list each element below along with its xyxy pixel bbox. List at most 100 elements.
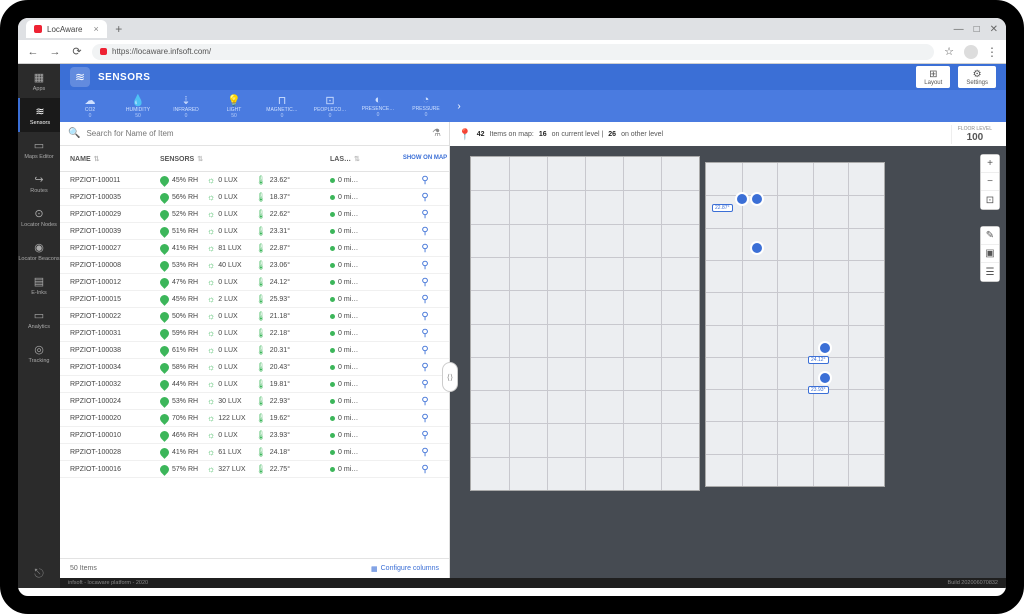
category-pressure[interactable]: ◔PRESSURE0 (402, 92, 450, 120)
status-dot-icon (330, 382, 335, 387)
filter-icon[interactable]: ⚗ (432, 128, 441, 139)
search-input[interactable] (86, 129, 426, 138)
floor-selector[interactable]: FLOOR LEVEL 100 (951, 125, 998, 144)
category-peopleco…[interactable]: ⊡PEOPLECO…0 (306, 92, 354, 120)
category-infrared[interactable]: ⇣INFRARED0 (162, 92, 210, 120)
show-on-map-icon[interactable]: ⚲ (421, 260, 428, 271)
rail-icon: ▦ (32, 71, 46, 85)
rail-item-e-inks[interactable]: ▤E-Inks (18, 268, 60, 302)
rail-item-tracking[interactable]: ◎Tracking (18, 336, 60, 370)
category-magnetic…[interactable]: ⊓MAGNETIC…0 (258, 92, 306, 120)
table-row[interactable]: RPZIOT-10002952% RH☼0 LUX🌡22.62°0 mi…⚲ (60, 206, 449, 223)
table-row[interactable]: RPZIOT-10003861% RH☼0 LUX🌡20.31°0 mi…⚲ (60, 342, 449, 359)
table-row[interactable]: RPZIOT-10002070% RH☼122 LUX🌡19.62°0 mi…⚲ (60, 410, 449, 427)
category-presence…[interactable]: ◐PRESENCE…0 (354, 92, 402, 120)
rail-item-locator-nodes[interactable]: ⊙Locator Nodes (18, 200, 60, 234)
table-body[interactable]: RPZIOT-10001145% RH☼0 LUX🌡23.62°0 mi…⚲RP… (60, 172, 449, 558)
show-on-map-icon[interactable]: ⚲ (421, 430, 428, 441)
show-on-map-icon[interactable]: ⚲ (421, 345, 428, 356)
show-on-map-icon[interactable]: ⚲ (421, 379, 428, 390)
forward-button[interactable]: → (48, 45, 62, 59)
close-window-button[interactable]: ✕ (990, 24, 998, 35)
minimize-button[interactable]: — (954, 24, 964, 35)
table-row[interactable]: RPZIOT-10001247% RH☼0 LUX🌡24.12°0 mi…⚲ (60, 274, 449, 291)
split-divider-handle[interactable]: ⟨⟩ (442, 362, 458, 392)
rail-item-sensors[interactable]: ≋Sensors (18, 98, 60, 132)
browser-tab[interactable]: LocAware × (26, 20, 107, 38)
table-row[interactable]: RPZIOT-10002741% RH☼81 LUX🌡22.87°0 mi…⚲ (60, 240, 449, 257)
show-on-map-icon[interactable]: ⚲ (421, 175, 428, 186)
logout-button[interactable]: ⎋ (18, 558, 60, 588)
rail-item-apps[interactable]: ▦Apps (18, 64, 60, 98)
rail-icon: ↪ (32, 173, 46, 187)
category-light[interactable]: 💡LIGHT50 (210, 92, 258, 120)
rail-item-routes[interactable]: ↪Routes (18, 166, 60, 200)
show-on-map-icon[interactable]: ⚲ (421, 192, 428, 203)
show-on-map-icon[interactable]: ⚲ (421, 226, 428, 237)
show-on-map-icon[interactable]: ⚲ (421, 311, 428, 322)
show-on-map-icon[interactable]: ⚲ (421, 294, 428, 305)
show-on-map-icon[interactable]: ⚲ (421, 362, 428, 373)
show-on-map-icon[interactable]: ⚲ (421, 413, 428, 424)
sensor-pin[interactable] (750, 192, 764, 206)
app-logo-icon: ≋ (70, 67, 90, 87)
show-on-map-icon[interactable]: ⚲ (421, 328, 428, 339)
table-row[interactable]: RPZIOT-10003159% RH☼0 LUX🌡22.18°0 mi…⚲ (60, 325, 449, 342)
table-row[interactable]: RPZIOT-10003556% RH☼0 LUX🌡18.37°0 mi…⚲ (60, 189, 449, 206)
back-button[interactable]: ← (26, 45, 40, 59)
edit-tool-button[interactable]: ✎ (981, 227, 999, 245)
table-row[interactable]: RPZIOT-10003951% RH☼0 LUX🌡23.31°0 mi…⚲ (60, 223, 449, 240)
sort-icon[interactable]: ⇅ (197, 156, 203, 163)
humidity-icon (158, 463, 171, 476)
show-on-map-icon[interactable]: ⚲ (421, 277, 428, 288)
maximize-button[interactable]: □ (974, 24, 980, 35)
show-on-map-icon[interactable]: ⚲ (421, 209, 428, 220)
table-row[interactable]: RPZIOT-10001545% RH☼2 LUX🌡25.93°0 mi…⚲ (60, 291, 449, 308)
zoom-out-button[interactable]: − (981, 173, 999, 191)
humidity-icon (158, 191, 171, 204)
sensor-pin[interactable] (818, 371, 832, 385)
layout-button[interactable]: ⊞ Layout (916, 66, 950, 88)
table-row[interactable]: RPZIOT-10001657% RH☼327 LUX🌡22.75°0 mi…⚲ (60, 461, 449, 478)
layers-button[interactable]: ☰ (981, 263, 999, 281)
new-tab-button[interactable]: + (111, 21, 127, 37)
settings-button[interactable]: ⚙ Settings (958, 66, 996, 88)
sort-icon[interactable]: ⇅ (354, 156, 360, 163)
configure-columns-button[interactable]: ▦ Configure columns (371, 565, 439, 573)
category-humidity[interactable]: 💧HUMIDITY50 (114, 92, 162, 120)
light-icon: ☼ (207, 447, 215, 457)
bookmark-button[interactable]: ☆ (942, 45, 956, 59)
zoom-reset-button[interactable]: ⊡ (981, 191, 999, 209)
table-row[interactable]: RPZIOT-10000853% RH☼40 LUX🌡23.06°0 mi…⚲ (60, 257, 449, 274)
table-row[interactable]: RPZIOT-10003244% RH☼0 LUX🌡19.81°0 mi…⚲ (60, 376, 449, 393)
table-row[interactable]: RPZIOT-10002453% RH☼30 LUX🌡22.93°0 mi…⚲ (60, 393, 449, 410)
reload-button[interactable]: ⟳ (70, 45, 84, 59)
profile-avatar[interactable] (964, 45, 978, 59)
table-row[interactable]: RPZIOT-10002841% RH☼61 LUX🌡24.18°0 mi…⚲ (60, 444, 449, 461)
show-on-map-icon[interactable]: ⚲ (421, 243, 428, 254)
rail-item-maps-editor[interactable]: ▭Maps Editor (18, 132, 60, 166)
address-bar[interactable]: https://locaware.infsoft.com/ (92, 44, 934, 60)
show-on-map-icon[interactable]: ⚲ (421, 396, 428, 407)
light-icon: ☼ (207, 396, 215, 406)
rail-item-analytics[interactable]: ▭Analytics (18, 302, 60, 336)
close-tab-icon[interactable]: × (93, 24, 98, 34)
show-on-map-icon[interactable]: ⚲ (421, 464, 428, 475)
light-icon: ☼ (207, 260, 215, 270)
sensor-pin[interactable] (750, 241, 764, 255)
table-row[interactable]: RPZIOT-10001046% RH☼0 LUX🌡23.93°0 mi…⚲ (60, 427, 449, 444)
zoom-in-button[interactable]: + (981, 155, 999, 173)
table-row[interactable]: RPZIOT-10002250% RH☼0 LUX🌡21.18°0 mi…⚲ (60, 308, 449, 325)
sort-icon[interactable]: ⇅ (94, 156, 100, 163)
category-co2[interactable]: ☁CO20 (66, 92, 114, 120)
category-scroll-right[interactable]: › (452, 101, 466, 112)
show-on-map-icon[interactable]: ⚲ (421, 447, 428, 458)
table-row[interactable]: RPZIOT-10003458% RH☼0 LUX🌡20.43°0 mi…⚲ (60, 359, 449, 376)
sensor-pin[interactable] (818, 341, 832, 355)
table-row[interactable]: RPZIOT-10001145% RH☼0 LUX🌡23.62°0 mi…⚲ (60, 172, 449, 189)
rail-item-locator-beacons[interactable]: ◉Locator Beacons (18, 234, 60, 268)
map-canvas[interactable]: ⟨⟩ 22.87° 24.12° 23.93° + (450, 146, 1006, 578)
measure-tool-button[interactable]: ▣ (981, 245, 999, 263)
browser-menu-button[interactable]: ⋮ (986, 45, 998, 59)
sensor-pin[interactable] (735, 192, 749, 206)
